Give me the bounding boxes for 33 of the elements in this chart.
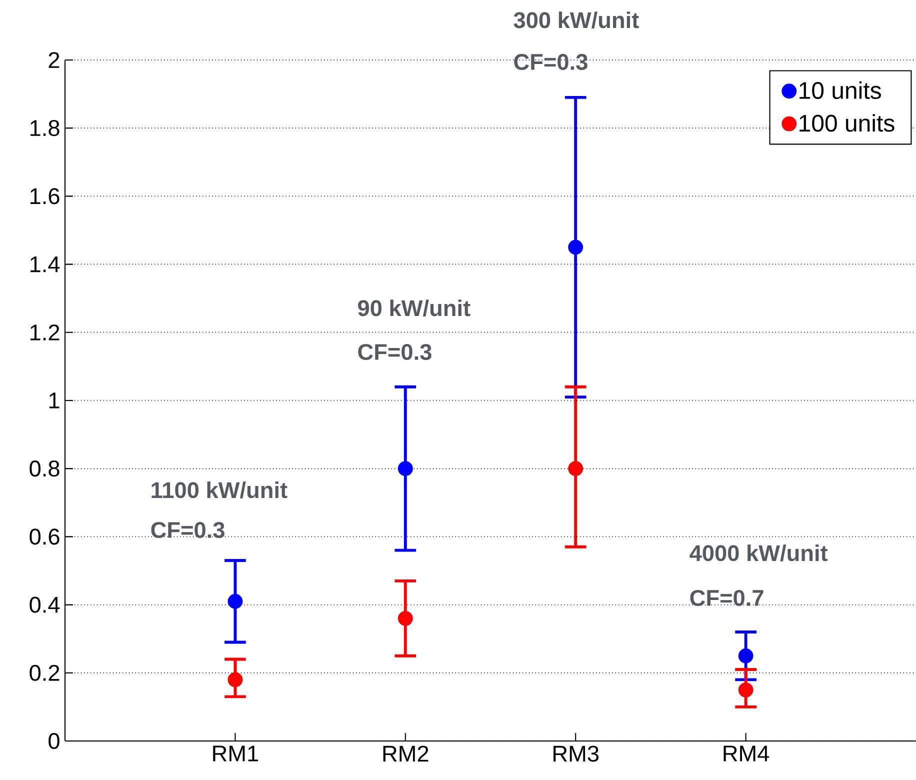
annotation: 1100 kW/unit bbox=[152, 482, 288, 498]
y-tick-label: 2 bbox=[48, 52, 60, 68]
point bbox=[228, 594, 243, 609]
annotation: CF=0.3 bbox=[358, 344, 432, 360]
y-tick-label: 1.2 bbox=[30, 324, 60, 340]
legend-label: 100 units bbox=[800, 114, 894, 132]
point bbox=[398, 461, 413, 476]
y-tick-label: 0 bbox=[48, 732, 60, 750]
annotation: 90 kW/unit bbox=[358, 300, 470, 316]
y-tick-label: 1.8 bbox=[30, 120, 60, 136]
point bbox=[398, 610, 413, 626]
x-tick-label: RM4 bbox=[724, 746, 770, 762]
point bbox=[738, 648, 754, 664]
y-tick-label: 0.4 bbox=[30, 596, 60, 613]
y-tick-label: 0.6 bbox=[30, 528, 60, 545]
y-tick-label: 1.4 bbox=[30, 256, 60, 272]
text: 300 kW/unit bbox=[514, 12, 639, 28]
y-tick-label: 0.2 bbox=[30, 664, 60, 681]
x-tick-label: RM2 bbox=[383, 746, 428, 762]
annotation: 4000 kW/unit bbox=[690, 544, 828, 562]
y-tick-label: 1 bbox=[49, 392, 60, 408]
point bbox=[568, 461, 584, 476]
point bbox=[228, 672, 243, 688]
y-tick-label: 0.8 bbox=[30, 460, 60, 477]
legend-label: 10 units bbox=[800, 81, 881, 100]
x-tick-label: RM3 bbox=[554, 746, 599, 762]
annotation: CF=0.7 bbox=[690, 590, 764, 606]
y-tick-label: 1.6 bbox=[30, 188, 60, 204]
annotation: CF=0.3 bbox=[151, 522, 224, 538]
x-tick-label: RM1 bbox=[213, 746, 258, 762]
annotation: CF=0.3 bbox=[514, 54, 588, 70]
point bbox=[568, 240, 584, 255]
point bbox=[738, 682, 754, 698]
